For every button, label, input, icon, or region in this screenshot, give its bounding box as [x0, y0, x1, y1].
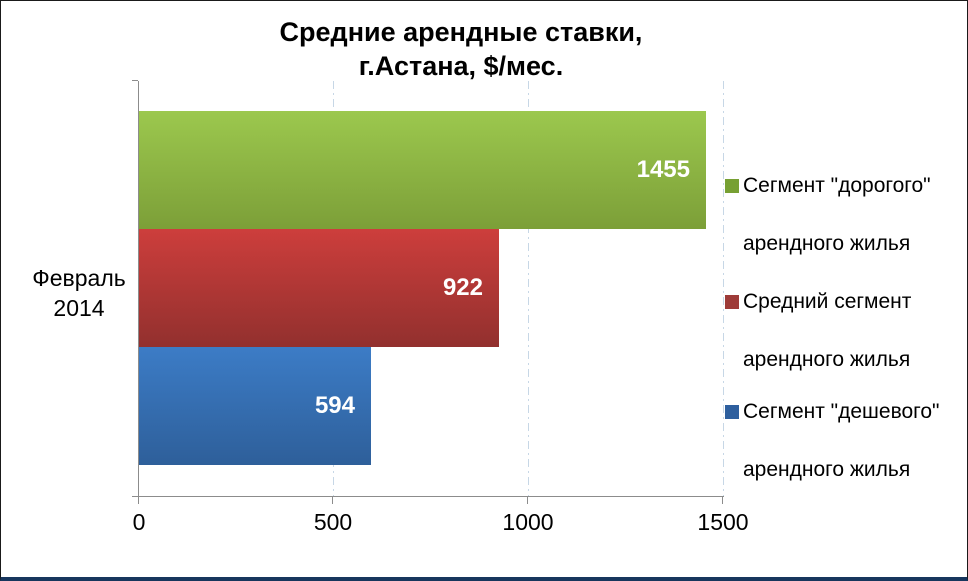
x-axis-tick-1000	[527, 497, 528, 504]
legend-item-expensive: Сегмент "дорогого" арендного жилья	[725, 171, 957, 258]
legend-label-line1: Сегмент "дорогого"	[743, 174, 931, 197]
legend-label-line2: арендного жилья	[743, 348, 911, 371]
chart-title-line1: Средние арендные ставки,	[279, 17, 643, 47]
legend-item-cheap: Сегмент "дешевого" арендного жилья	[725, 397, 957, 484]
gridline-1500	[723, 81, 724, 496]
x-axis-tick-0	[138, 497, 139, 504]
chart-title: Средние арендные ставки, г.Астана, $/мес…	[61, 15, 861, 83]
legend-label-line2: арендного жилья	[743, 232, 911, 255]
category-label-line1: Февраль	[32, 265, 126, 291]
gridline-1000	[528, 81, 529, 496]
bar-value-label: 922	[442, 274, 483, 301]
category-label-line2: 2014	[53, 295, 105, 321]
x-axis-label-1500: 1500	[697, 509, 749, 535]
bar-expensive-segment: 1455	[139, 111, 706, 229]
bar-value-label: 1455	[636, 156, 690, 183]
legend-swatch-green	[725, 179, 739, 193]
x-axis-tick-1500	[722, 497, 723, 504]
x-axis-label-0: 0	[132, 509, 146, 535]
legend-label-line2: арендного жилья	[743, 458, 911, 481]
legend-swatch-red	[725, 295, 739, 309]
legend-label-line1: Сегмент "дешевого"	[743, 400, 940, 423]
bar-middle-segment: 922	[139, 229, 499, 347]
bar-cheap-segment: 594	[139, 347, 371, 465]
category-axis-label: Февраль 2014	[9, 263, 149, 323]
legend-label-line1: Средний сегмент	[743, 290, 912, 313]
chart-title-line2: г.Астана, $/мес.	[358, 51, 564, 81]
plot-area: 1455 922 594	[132, 80, 724, 497]
legend-item-middle: Средний сегмент арендного жилья	[725, 287, 957, 374]
bar-value-label: 594	[314, 392, 355, 419]
x-axis-label-500: 500	[313, 509, 353, 535]
category-axis-tick-bottom	[132, 496, 138, 497]
legend-swatch-blue	[725, 405, 739, 419]
x-axis-label-1000: 1000	[502, 509, 554, 535]
x-axis-tick-500	[332, 497, 333, 504]
category-axis-tick-top	[132, 80, 138, 81]
